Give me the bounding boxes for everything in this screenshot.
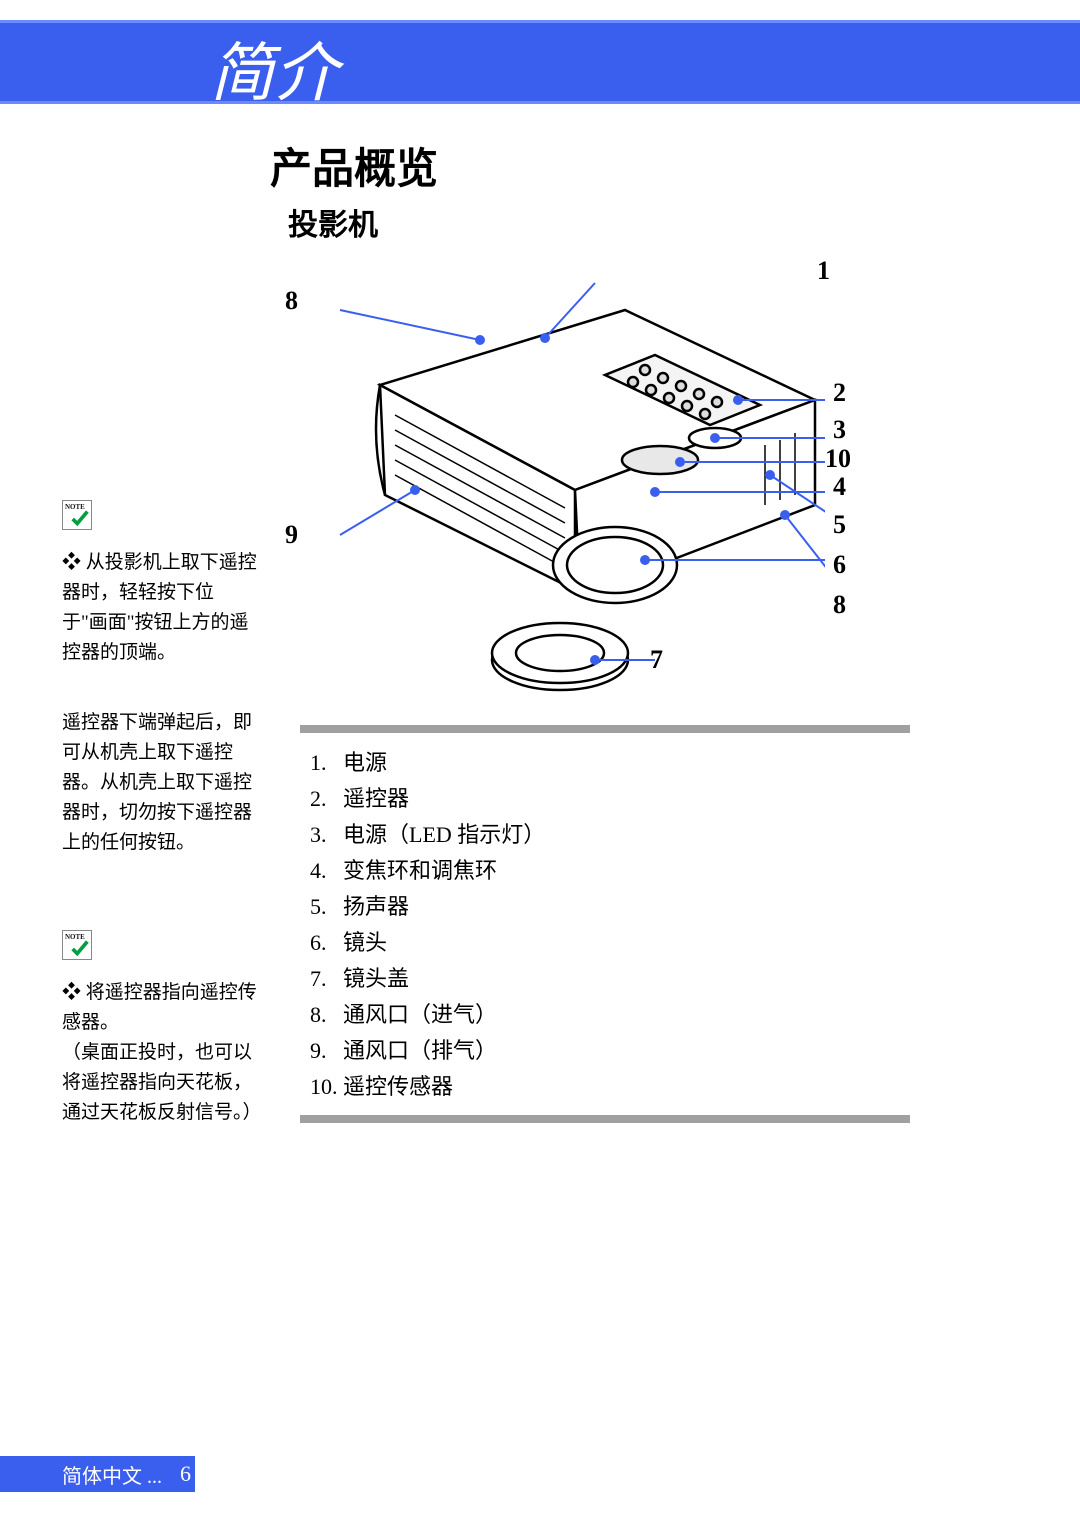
callout-2: 2 xyxy=(833,378,846,408)
part-8: 8. 通风口（进气） xyxy=(310,997,545,1033)
callout-5: 5 xyxy=(833,510,846,540)
part-10: 10. 遥控传感器 xyxy=(310,1069,545,1105)
callout-6: 6 xyxy=(833,550,846,580)
sidebar-note-1a: ❖ 从投影机上取下遥控器时，轻轻按下位于"画面"按钮上方的遥控器的顶端。 xyxy=(62,548,257,668)
divider-top xyxy=(300,725,910,733)
header-band xyxy=(0,20,1080,104)
part-2: 2. 遥控器 xyxy=(310,781,545,817)
part-3: 3. 电源（LED 指示灯） xyxy=(310,817,545,853)
part-4: 4. 变焦环和调焦环 xyxy=(310,853,545,889)
parts-list: 1. 电源 2. 遥控器 3. 电源（LED 指示灯） 4. 变焦环和调焦环 5… xyxy=(310,745,545,1105)
callout-9: 9 xyxy=(285,520,298,550)
header-title: 简介 xyxy=(210,22,338,114)
callout-4: 4 xyxy=(833,472,846,502)
part-7: 7. 镜头盖 xyxy=(310,961,545,997)
callout-10: 10 xyxy=(825,444,851,474)
callout-3: 3 xyxy=(833,415,846,445)
section-title: 产品概览 xyxy=(270,135,438,196)
part-5: 5. 扬声器 xyxy=(310,889,545,925)
sidebar-note-2: ❖ 将遥控器指向遥控传感器。 （桌面正投时，也可以将遥控器指向天花板，通过天花板… xyxy=(62,978,257,1128)
part-1: 1. 电源 xyxy=(310,745,545,781)
note-icon-1: NOTE xyxy=(62,500,92,530)
subsection-title: 投影机 xyxy=(288,200,378,244)
projector-illustration xyxy=(285,270,825,700)
check-icon xyxy=(69,937,91,959)
footer-band: 简体中文 ... 6 xyxy=(0,1456,195,1492)
note-icon-2: NOTE xyxy=(62,930,92,960)
callout-7: 7 xyxy=(650,645,663,675)
callout-8l: 8 xyxy=(285,286,298,316)
check-icon xyxy=(69,507,91,529)
part-6: 6. 镜头 xyxy=(310,925,545,961)
sidebar-note-1b: 遥控器下端弹起后，即可从机壳上取下遥控器。从机壳上取下遥控器时，切勿按下遥控器上… xyxy=(62,708,257,858)
divider-bottom xyxy=(300,1115,910,1123)
projector-diagram: 1 2 3 10 4 5 6 8 7 8 9 xyxy=(255,250,875,730)
callout-8r: 8 xyxy=(833,590,846,620)
footer-language: 简体中文 ... xyxy=(62,1460,162,1489)
part-9: 9. 通风口（排气） xyxy=(310,1033,545,1069)
callout-1: 1 xyxy=(817,256,830,286)
footer-page: 6 xyxy=(180,1461,191,1487)
